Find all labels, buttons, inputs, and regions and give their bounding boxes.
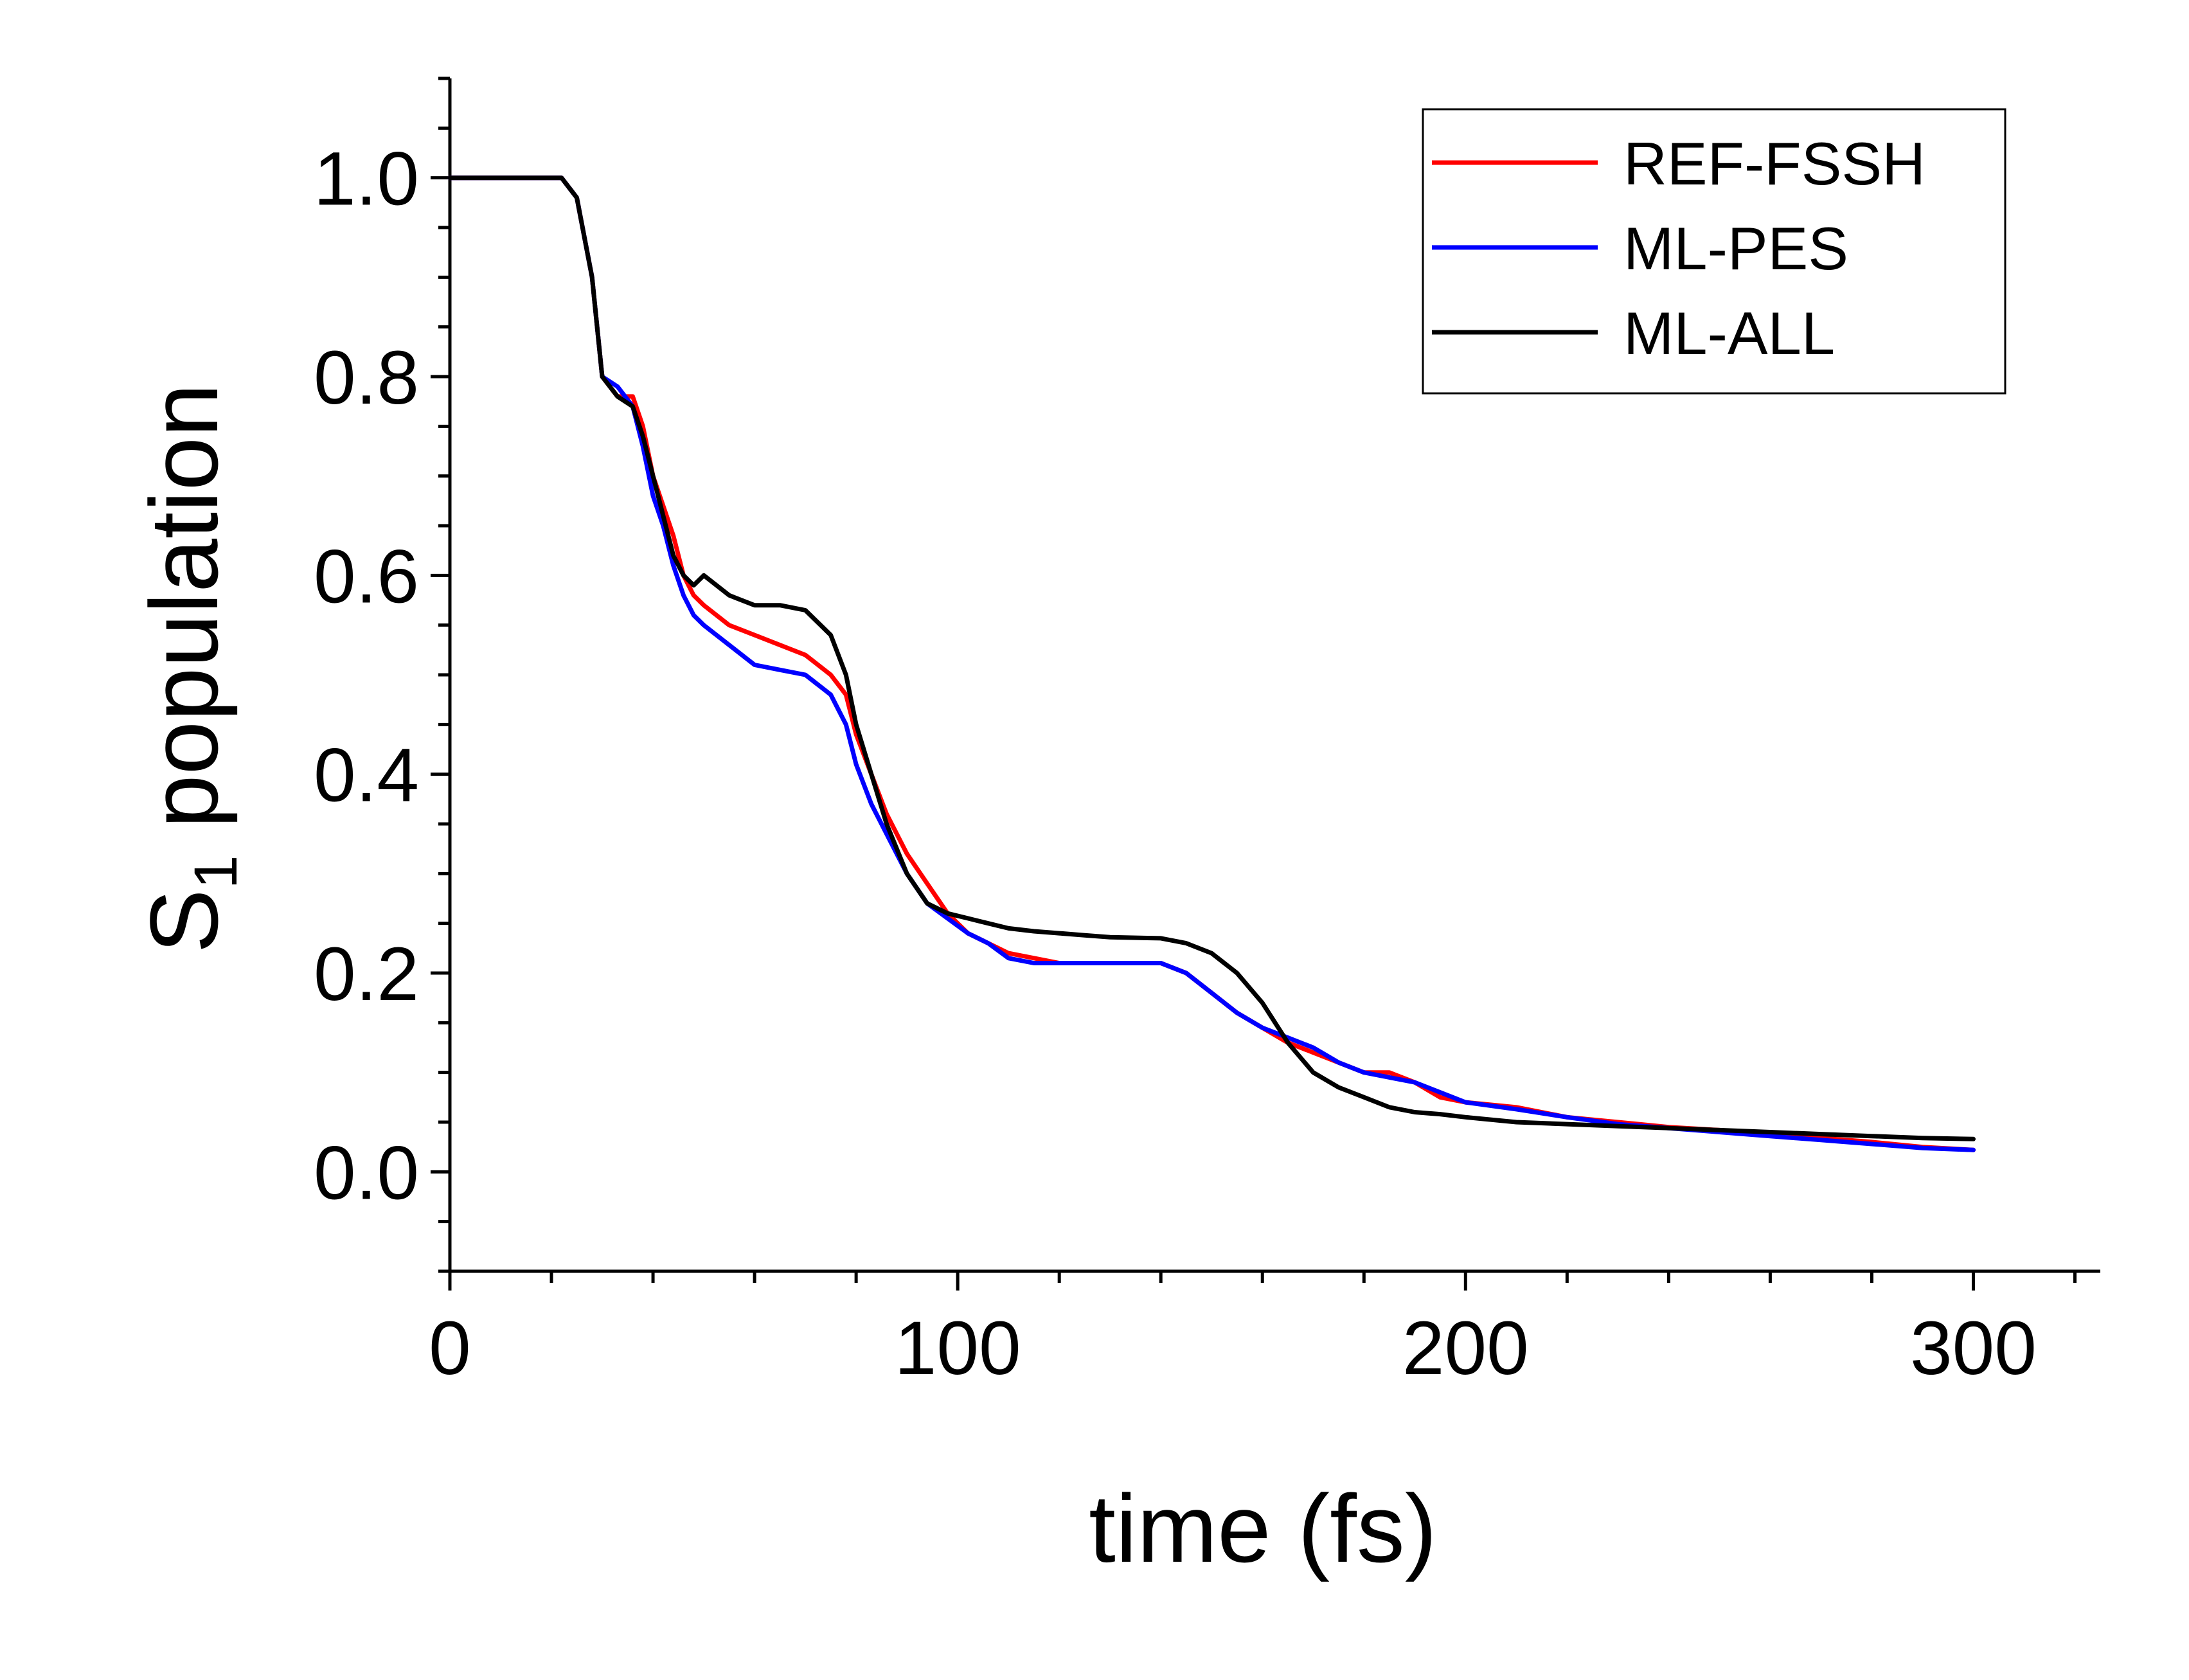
tick-labels: 0.0 0.2 0.4 0.6 0.8 1.0 0 100 200 300 <box>314 137 2037 1391</box>
legend-box <box>1422 108 2006 395</box>
series-lines <box>447 175 1976 1152</box>
y-tick-label: 1.0 <box>314 137 419 222</box>
legend: REF-FSSH ML-PES ML-ALL <box>1422 108 2006 395</box>
y-axis-title-main: S <box>130 889 238 953</box>
x-tick-label: 200 <box>1402 1306 1529 1391</box>
legend-label: ML-ALL <box>1623 299 1835 367</box>
x-tick-label: 0 <box>429 1306 471 1391</box>
y-tick-label: 0.2 <box>314 932 419 1017</box>
y-tick-label: 0.4 <box>314 733 419 818</box>
legend-label: REF-FSSH <box>1623 130 1925 197</box>
y-tick-label: 0.6 <box>314 534 419 619</box>
legend-label: ML-PES <box>1623 215 1848 282</box>
x-tick-label: 100 <box>895 1306 1021 1391</box>
axis-ticks <box>431 76 2077 1291</box>
y-axis-title-subscript: 1 <box>182 855 250 889</box>
x-axis-title: time (fs) <box>1089 1474 1437 1582</box>
y-axis-title: S1 population <box>130 384 250 954</box>
series-line-ml-pes <box>447 175 1976 1152</box>
series-line-ml-all <box>447 175 1976 1141</box>
y-tick-label: 0.8 <box>314 335 419 420</box>
x-tick-label: 300 <box>1910 1306 2037 1391</box>
y-axis-title-rest: population <box>130 384 238 855</box>
y-tick-label: 0.0 <box>314 1130 419 1215</box>
